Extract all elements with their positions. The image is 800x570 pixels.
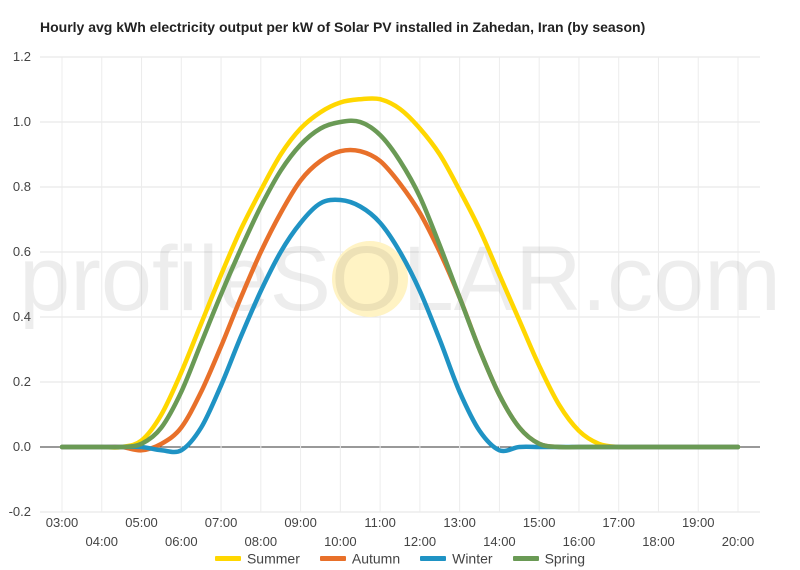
x-tick-label: 06:00	[165, 534, 198, 549]
x-tick-label: 17:00	[602, 515, 635, 530]
legend-item-winter: Winter	[420, 549, 493, 567]
x-tick-label: 05:00	[125, 515, 158, 530]
series-line-spring	[59, 118, 741, 450]
x-tick-label: 13:00	[443, 515, 476, 530]
x-tick-label: 20:00	[722, 534, 755, 549]
legend-label: Autumn	[351, 550, 401, 567]
watermark-text: profileSOLAR.com	[19, 228, 781, 330]
x-tick-label: 11:00	[364, 515, 396, 530]
x-tick-label: 10:00	[324, 534, 357, 549]
legend: Summer Autumn Winter Spring	[0, 549, 800, 566]
y-tick-label: 0.0	[13, 439, 31, 454]
legend-swatch	[319, 555, 346, 561]
grid-lines	[40, 56, 760, 513]
x-tick-label: 08:00	[245, 534, 278, 549]
y-tick-label: 1.2	[13, 49, 31, 64]
chart-title: Hourly avg kWh electricity output per kW…	[40, 19, 646, 35]
series-lines	[59, 96, 741, 455]
x-tick-label: 07:00	[205, 515, 238, 530]
x-tick-label: 16:00	[563, 534, 596, 549]
legend-label: Spring	[544, 550, 586, 567]
y-tick-label: 0.2	[13, 374, 31, 389]
legend-label: Summer	[246, 550, 300, 567]
y-tick-label: 0.8	[13, 179, 31, 194]
y-tick-label: 0.6	[13, 244, 31, 259]
axis-labels: -0.2 0.0 0.2 0.4 0.6 0.8 1.0 1.2 03:00 04:00 05:00…	[9, 49, 755, 549]
y-tick-label: 0.4	[13, 309, 31, 324]
legend-item-spring: Spring	[512, 549, 586, 567]
legend-label: Winter	[452, 550, 493, 567]
watermark-sun-icon	[332, 241, 408, 317]
x-tick-label: 12:00	[404, 534, 437, 549]
legend-swatch	[420, 555, 447, 561]
watermark: profileSOLAR.com	[19, 228, 781, 330]
x-tick-label: 03:00	[46, 515, 79, 530]
legend-item-summer: Summer	[214, 549, 300, 567]
x-tick-label: 04:00	[85, 534, 118, 549]
legend-item-autumn: Autumn	[319, 549, 401, 567]
y-tick-label: -0.2	[9, 504, 31, 519]
legend-swatch	[214, 555, 241, 561]
x-tick-label: 14:00	[483, 534, 516, 549]
x-tick-label: 19:00	[682, 515, 715, 530]
x-tick-label: 15:00	[523, 515, 556, 530]
x-tick-label: 09:00	[284, 515, 317, 530]
legend-swatch	[512, 555, 539, 561]
x-tick-label: 18:00	[642, 534, 675, 549]
y-tick-label: 1.0	[13, 114, 31, 129]
